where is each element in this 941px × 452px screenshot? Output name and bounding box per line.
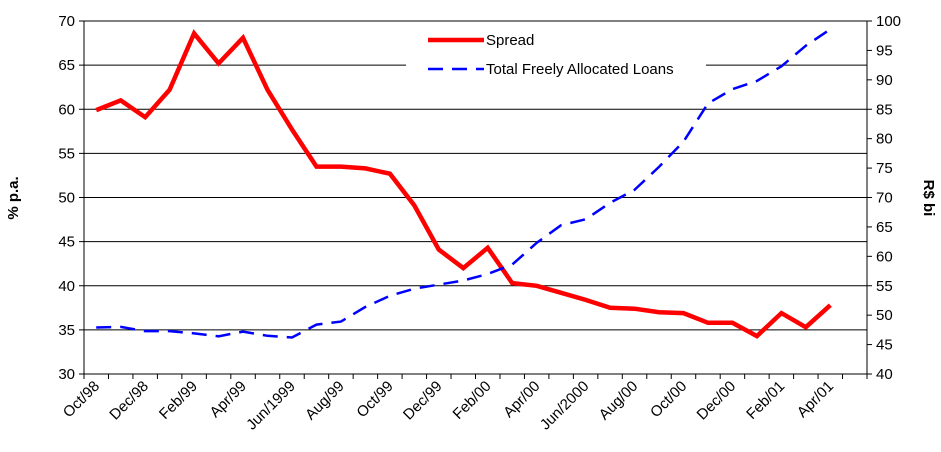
- y-tick-label-left-45: 45: [58, 234, 75, 251]
- y-tick-label-left-70: 70: [58, 13, 75, 30]
- y-tick-label-left-40: 40: [58, 278, 75, 295]
- x-tick-label-Aug-99: Aug/99: [302, 378, 348, 424]
- y-tick-label-right-45: 45: [876, 337, 893, 354]
- y-tick-label-right-75: 75: [876, 160, 893, 177]
- axes: [79, 20, 872, 379]
- y-tick-label-left-55: 55: [58, 145, 75, 162]
- y-tick-label-right-100: 100: [876, 13, 901, 30]
- x-tick-label-Jun-1999: Jun/1999: [243, 378, 299, 434]
- x-tick-label-Dec-00: Dec/00: [694, 378, 740, 424]
- x-tick-label-Oct-98: Oct/98: [60, 378, 103, 421]
- legend-label-loans: Total Freely Allocated Loans: [486, 61, 674, 78]
- x-tick-label-Dec-99: Dec/99: [400, 378, 446, 424]
- legend-label-spread: Spread: [486, 32, 534, 49]
- x-tick-label-Oct-99: Oct/99: [353, 378, 396, 421]
- y-tick-label-right-70: 70: [876, 190, 893, 207]
- x-tick-label-Feb-01: Feb/01: [743, 378, 788, 423]
- y-axis-title-left: % p.a.: [5, 176, 22, 219]
- y-tick-label-left-30: 30: [58, 366, 75, 383]
- y-tick-label-right-40: 40: [876, 366, 893, 383]
- y-tick-label-right-80: 80: [876, 131, 893, 148]
- x-tick-label-Feb-00: Feb/00: [450, 378, 495, 423]
- series-lines: [95, 28, 832, 339]
- y-tick-label-right-85: 85: [876, 101, 893, 118]
- x-tick-label-Apr-01: Apr/01: [794, 378, 837, 421]
- y-tick-label-right-60: 60: [876, 248, 893, 265]
- y-tick-label-left-60: 60: [58, 101, 75, 118]
- legend: Spread Total Freely Allocated Loans: [406, 24, 706, 82]
- y-tick-label-left-35: 35: [58, 322, 75, 339]
- x-tick-label-Aug-00: Aug/00: [596, 378, 642, 424]
- y-tick-label-left-50: 50: [58, 190, 75, 207]
- y-tick-label-right-90: 90: [876, 72, 893, 89]
- gridlines: [84, 20, 867, 331]
- y-tick-label-right-65: 65: [876, 219, 893, 236]
- y-tick-label-left-65: 65: [58, 57, 75, 74]
- series-line-total-freely-allocated-loans: [96, 28, 831, 339]
- y-tick-label-right-50: 50: [876, 307, 893, 324]
- series-line-spread: [95, 29, 832, 339]
- x-tick-label-Jun-2000: Jun/2000: [537, 378, 593, 434]
- legend-background: [406, 24, 706, 82]
- x-tick-label-Apr-00: Apr/00: [500, 378, 543, 421]
- x-tick-label-Feb-99: Feb/99: [156, 378, 201, 423]
- y-axis-title-right: R$ bi: [920, 180, 937, 217]
- y-tick-label-right-95: 95: [876, 42, 893, 59]
- y-tick-label-right-55: 55: [876, 278, 893, 295]
- x-tick-label-Oct-00: Oct/00: [647, 378, 690, 421]
- x-tick-label-Dec-98: Dec/98: [106, 378, 152, 424]
- x-tick-label-Apr-99: Apr/99: [207, 378, 250, 421]
